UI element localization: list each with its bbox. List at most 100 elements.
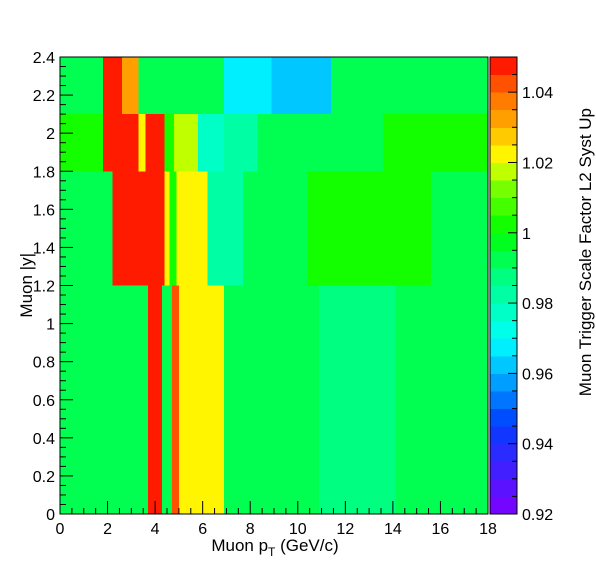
y-tick-label: 1.6	[33, 202, 55, 219]
y-tick-label: 0.8	[33, 355, 55, 372]
y-tick-label: 0.2	[33, 469, 55, 486]
palette-band	[490, 496, 517, 515]
x-tick-label: 6	[198, 521, 207, 538]
x-tick-label: 8	[246, 521, 255, 538]
palette-band	[490, 162, 517, 181]
x-axis-title: Muon pT (GeV/c)	[211, 536, 338, 559]
x-axis-ticks: 0 2 4 6 8 10 12 14 16 18	[56, 501, 497, 538]
x-axis-title-unit: (GeV/c)	[275, 536, 338, 555]
x-tick-label: 12	[336, 521, 354, 538]
color-palette	[490, 57, 517, 515]
palette-band	[490, 197, 517, 216]
x-tick-label: 16	[432, 521, 450, 538]
heatmap-cell	[112, 171, 165, 286]
palette-band	[490, 355, 517, 374]
heatmap-cell	[60, 57, 103, 115]
heatmap-cell	[430, 171, 488, 286]
z-tick-label: 0.96	[522, 366, 553, 383]
z-tick-label: 0.94	[522, 437, 553, 454]
z-tick-label: 1.04	[522, 85, 553, 102]
heatmap-cell	[207, 171, 244, 286]
heatmap-cell	[102, 57, 122, 115]
y-tick-label: 1.8	[33, 164, 55, 181]
palette-band	[490, 426, 517, 445]
palette-band	[490, 215, 517, 234]
x-axis-title-main: Muon p	[211, 536, 268, 555]
heatmap-cell	[169, 171, 177, 286]
heatmap-cell	[60, 285, 148, 514]
z-tick-label: 1.02	[522, 155, 553, 172]
y-tick-label: 0	[46, 507, 55, 524]
palette-band	[490, 232, 517, 251]
palette-band	[490, 338, 517, 357]
heatmap-cell	[257, 114, 384, 172]
x-axis-title-subscript: T	[268, 545, 276, 559]
heatmap-cell	[145, 114, 165, 172]
heatmap-cell	[271, 57, 332, 115]
palette-band	[490, 144, 517, 163]
palette-band	[490, 267, 517, 286]
heatmap-cell	[383, 114, 488, 172]
palette-band	[490, 74, 517, 93]
heatmap-cell	[171, 285, 179, 514]
palette-band	[490, 250, 517, 269]
heatmap-cell	[60, 171, 113, 286]
heatmap-cell	[178, 285, 225, 514]
heatmap-cell	[224, 114, 258, 172]
heatmap-cell	[174, 114, 198, 172]
y-tick-label: 2.4	[33, 50, 55, 67]
heatmap-cell	[164, 114, 175, 172]
palette-band	[490, 478, 517, 497]
heatmap-cell	[197, 114, 225, 172]
heatmap-cell	[176, 171, 208, 286]
palette-band	[490, 303, 517, 322]
y-axis-ticks: 0 0.2 0.4 0.6 0.8 1 1.2 1.4 1.6 1.8 2 2.2 2.4	[33, 50, 73, 524]
heatmap-cell	[147, 285, 163, 514]
heatmap-cell	[102, 114, 139, 172]
y-tick-label: 1.2	[33, 279, 55, 296]
heatmap-cell	[60, 114, 103, 172]
z-axis-ticks: 0.92 0.94 0.96 0.98 1 1.02 1.04	[508, 74, 553, 524]
palette-band	[490, 320, 517, 339]
palette-band	[490, 92, 517, 111]
y-tick-label: 0.6	[33, 393, 55, 410]
palette-band	[490, 285, 517, 304]
z-tick-label: 0.98	[522, 296, 553, 313]
palette-band	[490, 373, 517, 392]
heatmap-cell	[138, 114, 146, 172]
x-tick-label: 4	[151, 521, 160, 538]
y-axis-title: Muon |y|	[17, 253, 36, 318]
z-tick-label: 1	[522, 226, 531, 243]
heatmap-cell	[395, 285, 488, 514]
palette-band	[490, 390, 517, 410]
y-tick-label: 2.2	[33, 88, 55, 105]
y-tick-label: 2	[46, 126, 55, 143]
palette-band	[490, 127, 517, 146]
heatmap-cell	[224, 285, 320, 514]
x-tick-label: 14	[384, 521, 402, 538]
heatmap-cell	[319, 285, 396, 514]
y-tick-label: 0.4	[33, 431, 55, 448]
x-tick-label: 2	[103, 521, 112, 538]
heatmap-cell	[164, 171, 170, 286]
heatmap-cell	[243, 171, 308, 286]
z-axis-title: Muon Trigger Scale Factor L2 Syst Up	[576, 108, 595, 396]
palette-band	[490, 57, 517, 76]
palette-band	[490, 109, 517, 128]
x-tick-label: 0	[56, 521, 65, 538]
palette-band	[490, 443, 517, 462]
z-tick-label: 0.92	[522, 507, 553, 524]
heatmap-cells	[60, 57, 488, 514]
palette-band	[490, 180, 517, 199]
heatmap-cell	[224, 57, 272, 115]
heatmap-cell	[138, 57, 225, 115]
x-tick-label: 10	[289, 521, 307, 538]
heatmap-cell	[307, 171, 431, 286]
heatmap-cell	[121, 57, 139, 115]
x-tick-label: 18	[479, 521, 497, 538]
heatmap-cell	[162, 285, 172, 514]
palette-band	[490, 461, 517, 480]
y-tick-label: 1.4	[33, 240, 55, 257]
heatmap-cell	[331, 57, 488, 115]
